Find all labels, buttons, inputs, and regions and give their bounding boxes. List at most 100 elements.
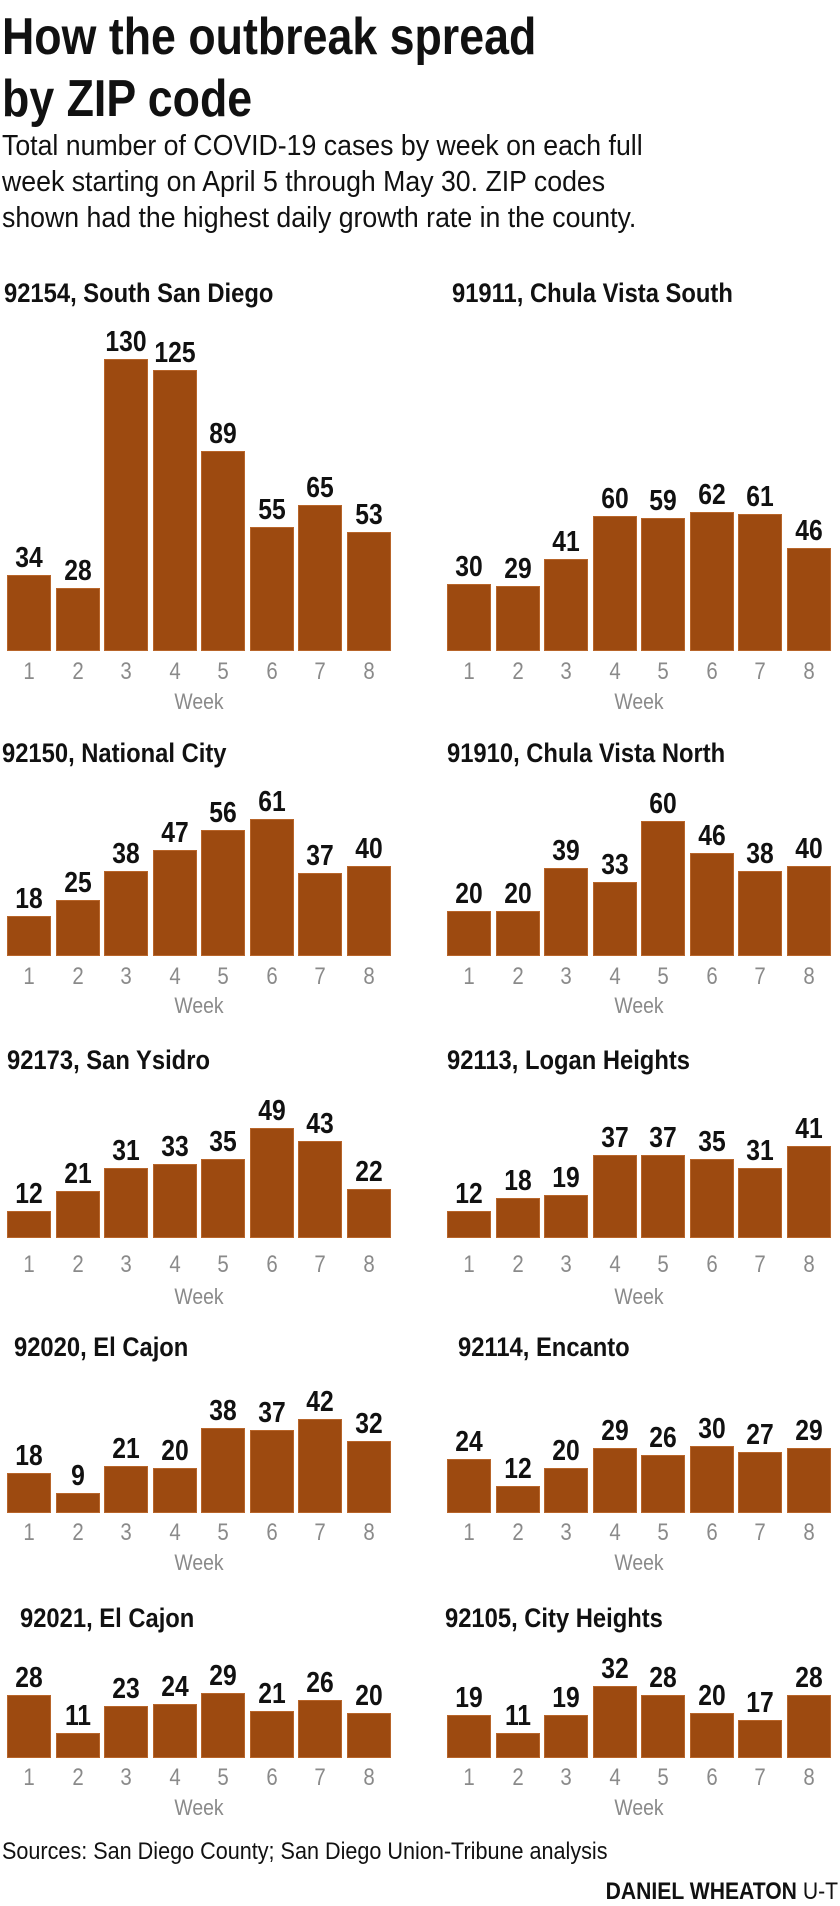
x-tick-label: 5	[657, 963, 669, 990]
data-label: 37	[649, 1121, 677, 1154]
x-tick-label: 4	[168, 1764, 181, 1791]
bar	[346, 1441, 391, 1513]
x-tick-label: 4	[608, 963, 621, 990]
data-label: 18	[503, 1164, 532, 1197]
chart-title: 92021, El Cajon	[20, 1603, 195, 1633]
x-tick-label: 5	[217, 1519, 229, 1546]
x-tick-label: 1	[463, 1251, 475, 1278]
data-label: 41	[552, 525, 580, 558]
data-label: 35	[209, 1126, 237, 1159]
data-label: 28	[63, 555, 92, 587]
data-label: 20	[552, 1435, 580, 1467]
source-text: Sources: San Diego County; San Diego Uni…	[2, 1838, 608, 1865]
bar	[55, 1190, 100, 1238]
data-label: 12	[455, 1178, 483, 1210]
bar	[249, 1127, 294, 1238]
data-label: 19	[552, 1682, 580, 1715]
data-label: 37	[600, 1121, 629, 1154]
x-axis-label: Week	[614, 1284, 664, 1309]
data-label: 20	[503, 878, 532, 910]
data-label: 17	[746, 1686, 774, 1719]
data-label: 38	[112, 837, 140, 870]
x-axis-label: Week	[614, 689, 664, 714]
x-tick-label: 7	[314, 1251, 326, 1278]
data-label: 20	[354, 1680, 383, 1712]
x-axis-label: Week	[174, 1550, 224, 1575]
x-tick-label: 3	[560, 1251, 572, 1278]
bar	[55, 1492, 100, 1513]
data-label: 21	[257, 1677, 286, 1710]
bar	[786, 547, 831, 651]
bar	[544, 1468, 588, 1513]
data-label: 29	[503, 552, 532, 585]
data-label: 125	[153, 336, 196, 369]
x-axis-label: Week	[614, 1795, 664, 1820]
x-tick-label: 1	[23, 1764, 35, 1791]
title-line-2: by ZIP code	[2, 70, 253, 128]
page-title: How the outbreak spread by ZIP code	[2, 6, 623, 130]
subtitle-line: week starting on April 5 through May 30.…	[2, 166, 606, 198]
bar	[152, 1468, 197, 1513]
x-tick-label: 2	[511, 1764, 524, 1791]
data-label: 18	[15, 882, 43, 915]
bar	[447, 583, 491, 651]
data-label: 21	[112, 1432, 140, 1465]
data-label: 26	[649, 1421, 677, 1454]
x-tick-label: 2	[71, 963, 84, 990]
bar	[447, 1715, 491, 1758]
x-tick-label: 1	[463, 658, 475, 685]
x-tick-label: 8	[802, 963, 815, 990]
x-tick-label: 4	[608, 658, 621, 685]
bar	[592, 1447, 637, 1513]
bar	[689, 852, 734, 956]
x-axis-label: Week	[174, 689, 224, 714]
data-label: 28	[649, 1662, 677, 1694]
x-tick-label: 1	[463, 1764, 475, 1791]
bar	[104, 358, 148, 651]
bar	[689, 1713, 734, 1758]
bar	[738, 870, 782, 956]
x-tick-label: 4	[168, 963, 181, 990]
bar	[249, 818, 294, 956]
x-tick-label: 6	[265, 1251, 278, 1278]
bar	[55, 588, 100, 651]
data-label: 32	[354, 1408, 383, 1440]
data-label: 55	[257, 494, 286, 527]
x-tick-label: 8	[362, 1764, 375, 1791]
bar	[55, 1733, 100, 1758]
bar	[249, 1429, 294, 1513]
x-tick-label: 2	[71, 1519, 84, 1546]
data-label: 65	[306, 471, 334, 504]
x-tick-label: 3	[120, 1519, 132, 1546]
bar	[641, 518, 685, 651]
chart-title: 92173, San Ysidro	[7, 1045, 210, 1075]
data-label: 34	[15, 541, 43, 574]
data-label: 29	[600, 1414, 629, 1447]
bar	[447, 1459, 491, 1513]
bar	[495, 1486, 540, 1513]
bar	[738, 1168, 782, 1238]
data-label: 42	[306, 1385, 334, 1418]
bar	[298, 872, 342, 956]
x-axis-label: Week	[174, 1795, 224, 1820]
bar	[641, 821, 685, 956]
data-label: 30	[455, 550, 483, 583]
x-tick-label: 7	[754, 658, 766, 685]
bar	[7, 1472, 51, 1513]
chart-title: 91911, Chula Vista South	[452, 278, 733, 308]
data-label: 24	[455, 1426, 483, 1458]
x-tick-label: 3	[120, 963, 132, 990]
bar	[641, 1454, 685, 1513]
x-tick-label: 8	[802, 1519, 815, 1546]
bar	[249, 527, 294, 651]
data-label: 46	[794, 514, 823, 547]
data-label: 35	[697, 1126, 726, 1159]
chart-title: 91910, Chula Vista North	[447, 738, 726, 768]
subtitle: Total number of COVID-19 cases by week o…	[2, 128, 698, 236]
x-tick-label: 4	[168, 1519, 181, 1546]
bar	[641, 1695, 685, 1758]
bar	[201, 830, 245, 956]
chart-title: 92154, South San Diego	[4, 278, 274, 308]
x-axis-label: Week	[174, 1284, 224, 1309]
x-tick-label: 5	[217, 658, 229, 685]
